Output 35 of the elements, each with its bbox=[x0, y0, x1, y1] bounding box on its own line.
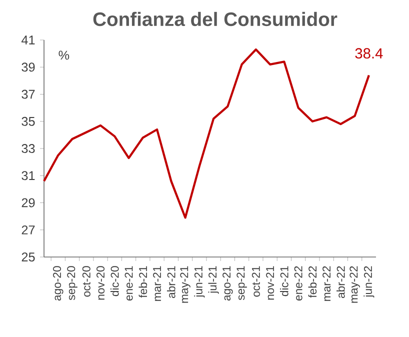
annotation: 38.4 bbox=[355, 48, 383, 59]
x-tick-label: ene-22 bbox=[294, 266, 302, 301]
x-tick-label: feb-21 bbox=[138, 266, 148, 298]
y-tick-label: 33 bbox=[22, 144, 35, 153]
y-tick-label: 35 bbox=[22, 116, 35, 126]
x-tick-label: dic-21 bbox=[280, 266, 288, 296]
x-tick-label: ago-20 bbox=[53, 266, 64, 301]
y-tick-label: 25 bbox=[22, 252, 35, 262]
x-tick-label: jul-21 bbox=[208, 266, 219, 294]
x-tick-label: sep-20 bbox=[67, 266, 78, 300]
y-tick-label: 37 bbox=[22, 90, 35, 99]
x-tick-label: mar-22 bbox=[322, 266, 331, 301]
x-tick-label: ago-21 bbox=[222, 266, 233, 301]
x-tick-label: nov-21 bbox=[266, 266, 274, 300]
x-tick-label: ene-21 bbox=[124, 266, 133, 301]
x-tick-label: jun-22 bbox=[364, 266, 374, 298]
y-tick-label: 31 bbox=[22, 171, 35, 180]
y-tick-label: 41 bbox=[22, 36, 35, 44]
x-tick-label: mar-21 bbox=[153, 266, 162, 301]
x-tick-label: feb-22 bbox=[308, 266, 317, 298]
x-tick-label: oct-21 bbox=[252, 266, 260, 297]
x-tick-label: oct-20 bbox=[82, 266, 90, 297]
x-tick-label: nov-20 bbox=[96, 266, 105, 300]
x-tick-label: sep-21 bbox=[236, 266, 247, 300]
y-tick-label: 29 bbox=[22, 198, 35, 208]
chart-title: Confianza del Consumidor bbox=[93, 12, 338, 26]
x-tick-label: may-21 bbox=[180, 266, 190, 303]
y-tick-label: 27 bbox=[22, 225, 35, 234]
x-tick-label: dic-20 bbox=[110, 266, 119, 296]
y-axis-title: % bbox=[58, 50, 70, 60]
x-tick-label: abr-21 bbox=[166, 266, 176, 298]
x-tick-label: jun-21 bbox=[194, 266, 205, 298]
x-tick-label: may-22 bbox=[350, 266, 360, 303]
y-tick-label: 39 bbox=[22, 62, 35, 72]
x-tick-label: abr-22 bbox=[336, 266, 345, 298]
